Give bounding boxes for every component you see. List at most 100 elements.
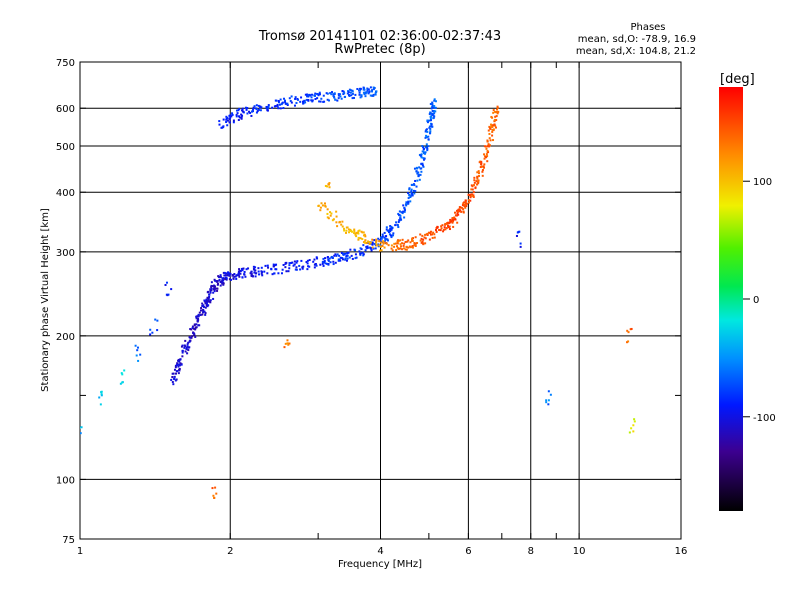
data-point <box>185 346 188 349</box>
data-point <box>341 257 344 260</box>
data-point <box>307 93 310 96</box>
data-point <box>473 176 476 179</box>
data-point <box>391 226 394 229</box>
data-point <box>358 93 361 96</box>
data-point <box>388 231 391 234</box>
data-point <box>335 254 338 257</box>
data-point <box>491 134 494 137</box>
data-point <box>420 153 423 156</box>
data-point <box>326 208 329 211</box>
data-point <box>241 110 244 113</box>
data-point <box>414 236 417 239</box>
data-point <box>519 242 522 245</box>
data-point <box>210 284 213 287</box>
data-point <box>475 183 478 186</box>
data-point <box>322 94 325 97</box>
data-point <box>295 266 298 269</box>
data-point <box>421 164 424 167</box>
data-point <box>357 230 360 233</box>
data-point <box>246 112 249 115</box>
data-point <box>349 89 352 92</box>
data-point <box>414 179 417 182</box>
data-point <box>429 117 432 120</box>
data-point <box>628 431 631 434</box>
data-point <box>331 219 334 222</box>
data-point <box>362 231 365 234</box>
data-point <box>483 153 486 156</box>
data-point <box>188 346 191 349</box>
data-point <box>265 105 268 108</box>
data-point <box>495 119 498 122</box>
data-point <box>373 86 376 89</box>
data-point <box>305 98 308 101</box>
data-point <box>385 226 388 229</box>
data-point <box>211 285 214 288</box>
data-point <box>238 115 241 118</box>
data-point <box>280 103 283 106</box>
data-point <box>627 331 630 334</box>
data-point <box>433 99 436 102</box>
data-point <box>396 240 399 243</box>
colorbar <box>719 87 743 511</box>
data-point <box>448 228 451 231</box>
data-point <box>277 99 280 102</box>
data-point <box>185 348 188 351</box>
data-point <box>267 104 270 107</box>
data-point <box>260 106 263 109</box>
data-point <box>273 272 276 275</box>
data-point <box>458 208 461 211</box>
data-point <box>417 171 420 174</box>
data-point <box>429 130 432 133</box>
data-point <box>227 272 230 275</box>
data-point <box>254 275 257 278</box>
data-point <box>222 279 225 282</box>
data-point <box>223 274 226 277</box>
data-point <box>329 214 332 217</box>
data-point <box>389 225 392 228</box>
data-point <box>235 109 238 112</box>
data-point <box>187 341 190 344</box>
data-point <box>383 231 386 234</box>
x-tick-label: 8 <box>528 546 534 557</box>
data-point <box>266 264 269 267</box>
data-point <box>359 252 362 255</box>
data-point <box>350 254 353 257</box>
data-point <box>472 184 475 187</box>
data-point <box>630 327 633 330</box>
data-point <box>382 242 385 245</box>
data-point <box>279 107 282 110</box>
data-point <box>193 324 196 327</box>
data-point <box>216 289 219 292</box>
data-point <box>443 226 446 229</box>
data-point <box>482 165 485 168</box>
data-point <box>359 87 362 90</box>
data-point <box>349 229 352 232</box>
data-point <box>221 279 224 282</box>
data-point <box>398 214 401 217</box>
data-point <box>280 272 283 275</box>
data-point <box>358 250 361 253</box>
data-point <box>308 259 311 262</box>
data-point <box>375 239 378 242</box>
x-tick-label: 16 <box>675 546 688 557</box>
data-point <box>427 231 430 234</box>
data-point <box>321 204 324 207</box>
data-point <box>381 235 384 238</box>
data-point <box>313 258 316 261</box>
data-point <box>406 240 409 243</box>
data-point <box>220 126 223 129</box>
data-point <box>277 107 280 110</box>
data-point <box>371 89 374 92</box>
data-point <box>251 110 254 113</box>
stats-x-line: mean, sd,X: 104.8, 21.2 <box>576 46 696 57</box>
data-point <box>230 278 233 281</box>
data-point <box>174 372 177 375</box>
data-point <box>342 253 345 256</box>
data-point <box>452 220 455 223</box>
data-point <box>202 305 205 308</box>
data-point <box>632 430 635 433</box>
data-point <box>329 211 332 214</box>
data-point <box>332 94 335 97</box>
data-point <box>214 279 217 282</box>
data-point <box>276 103 279 106</box>
